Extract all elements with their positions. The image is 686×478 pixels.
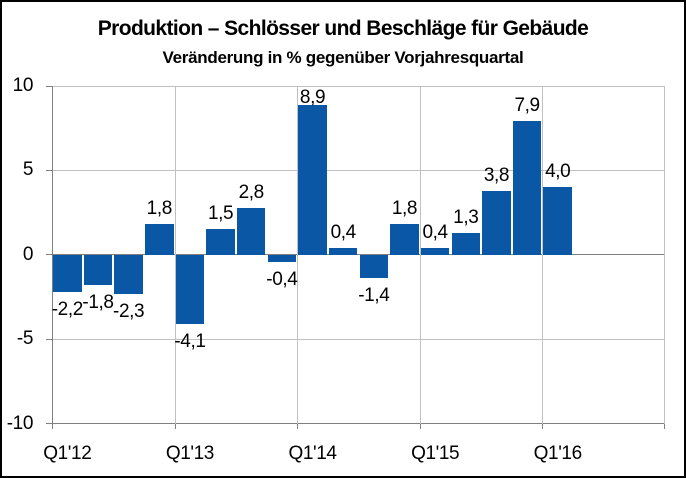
h-gridline (52, 169, 665, 171)
y-axis-tick-label: 0 (22, 243, 34, 265)
x-axis-tick-label: Q1'13 (165, 443, 215, 464)
h-gridline (52, 338, 665, 340)
bar-value-label: 0,4 (330, 222, 357, 243)
bar (114, 254, 143, 294)
plot-area: 10 5 0 -5 -10 -2,2 -1,8 -2,3 1,8 -4,1 1,5 2,8 -0,4 8,… (7, 75, 665, 464)
bar-value-label: -1,8 (82, 292, 114, 314)
v-gridline (419, 86, 421, 424)
bar-value-label: 1,3 (453, 206, 479, 228)
x-axis-tick (297, 423, 299, 429)
bar-value-label: -2,2 (51, 298, 84, 320)
y-axis-tick (46, 254, 52, 256)
y-axis-tick (46, 422, 52, 424)
bar-value-label: -2,3 (113, 300, 145, 322)
bar-value-label: 0,4 (422, 222, 449, 243)
bar (543, 187, 572, 255)
h-gridline (52, 86, 665, 87)
x-axis-tick (664, 423, 665, 429)
x-axis-tick-label: Q1'15 (411, 443, 460, 464)
bar-value-label: -4,1 (174, 330, 206, 352)
bar-value-label: -1,4 (358, 285, 390, 307)
bar-value-label: 3,8 (483, 164, 510, 186)
bar (236, 207, 266, 255)
x-axis-tick-label: Q1'14 (288, 443, 337, 464)
bar-value-label: 4,0 (545, 161, 571, 183)
x-axis-tick (542, 423, 544, 429)
x-axis-tick-label: Q1'16 (533, 443, 583, 464)
y-axis-tick-label: -5 (16, 328, 34, 350)
bar (145, 224, 174, 255)
x-axis-tick (52, 423, 53, 429)
y-axis-tick-label: 10 (12, 75, 34, 96)
x-axis-tick (174, 423, 176, 429)
bar (420, 248, 450, 255)
bar-value-label: 7,9 (514, 95, 540, 117)
bar (482, 190, 511, 255)
bar (512, 121, 542, 255)
y-axis-tick (46, 169, 52, 171)
zero-or-axis-line (52, 422, 665, 424)
bar (328, 248, 358, 255)
y-axis-tick-label: -10 (6, 412, 34, 434)
chart-title: Produktion – Schlösser und Beschläge für… (97, 17, 589, 40)
bar (175, 254, 205, 324)
y-axis-tick-label: 5 (22, 159, 34, 181)
bar (298, 104, 327, 255)
bar-value-label: 1,8 (391, 198, 418, 220)
bar (53, 254, 82, 292)
v-gridline (174, 86, 176, 424)
y-axis-line (52, 86, 53, 424)
bar (451, 232, 481, 255)
bar (267, 254, 297, 262)
zero-or-axis-line (52, 254, 665, 256)
bar (206, 229, 235, 255)
v-gridline (297, 86, 299, 424)
bar (83, 254, 113, 286)
bar (390, 224, 419, 255)
bar-value-label: 8,9 (299, 87, 326, 108)
bar (359, 254, 389, 279)
x-axis-tick (419, 423, 421, 429)
chart-subtitle: Veränderung in % gegenüber Vorjahresquar… (162, 48, 524, 67)
x-axis-tick-label: Q1'12 (43, 443, 92, 464)
v-gridline (542, 86, 544, 424)
y-axis-tick (46, 86, 52, 87)
bar-value-label: -0,4 (266, 268, 298, 290)
y-axis-tick (46, 338, 52, 340)
bar-value-label: 1,5 (207, 203, 234, 225)
v-gridline (664, 86, 665, 424)
bar-value-label: 2,8 (238, 181, 265, 203)
bar-value-label: 1,8 (146, 198, 173, 220)
